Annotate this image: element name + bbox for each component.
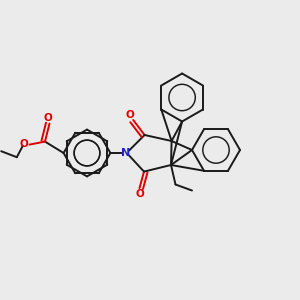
Text: O: O: [136, 189, 145, 199]
Text: O: O: [44, 113, 52, 123]
Text: O: O: [125, 110, 134, 120]
Text: N: N: [122, 148, 130, 158]
Text: O: O: [20, 139, 28, 149]
